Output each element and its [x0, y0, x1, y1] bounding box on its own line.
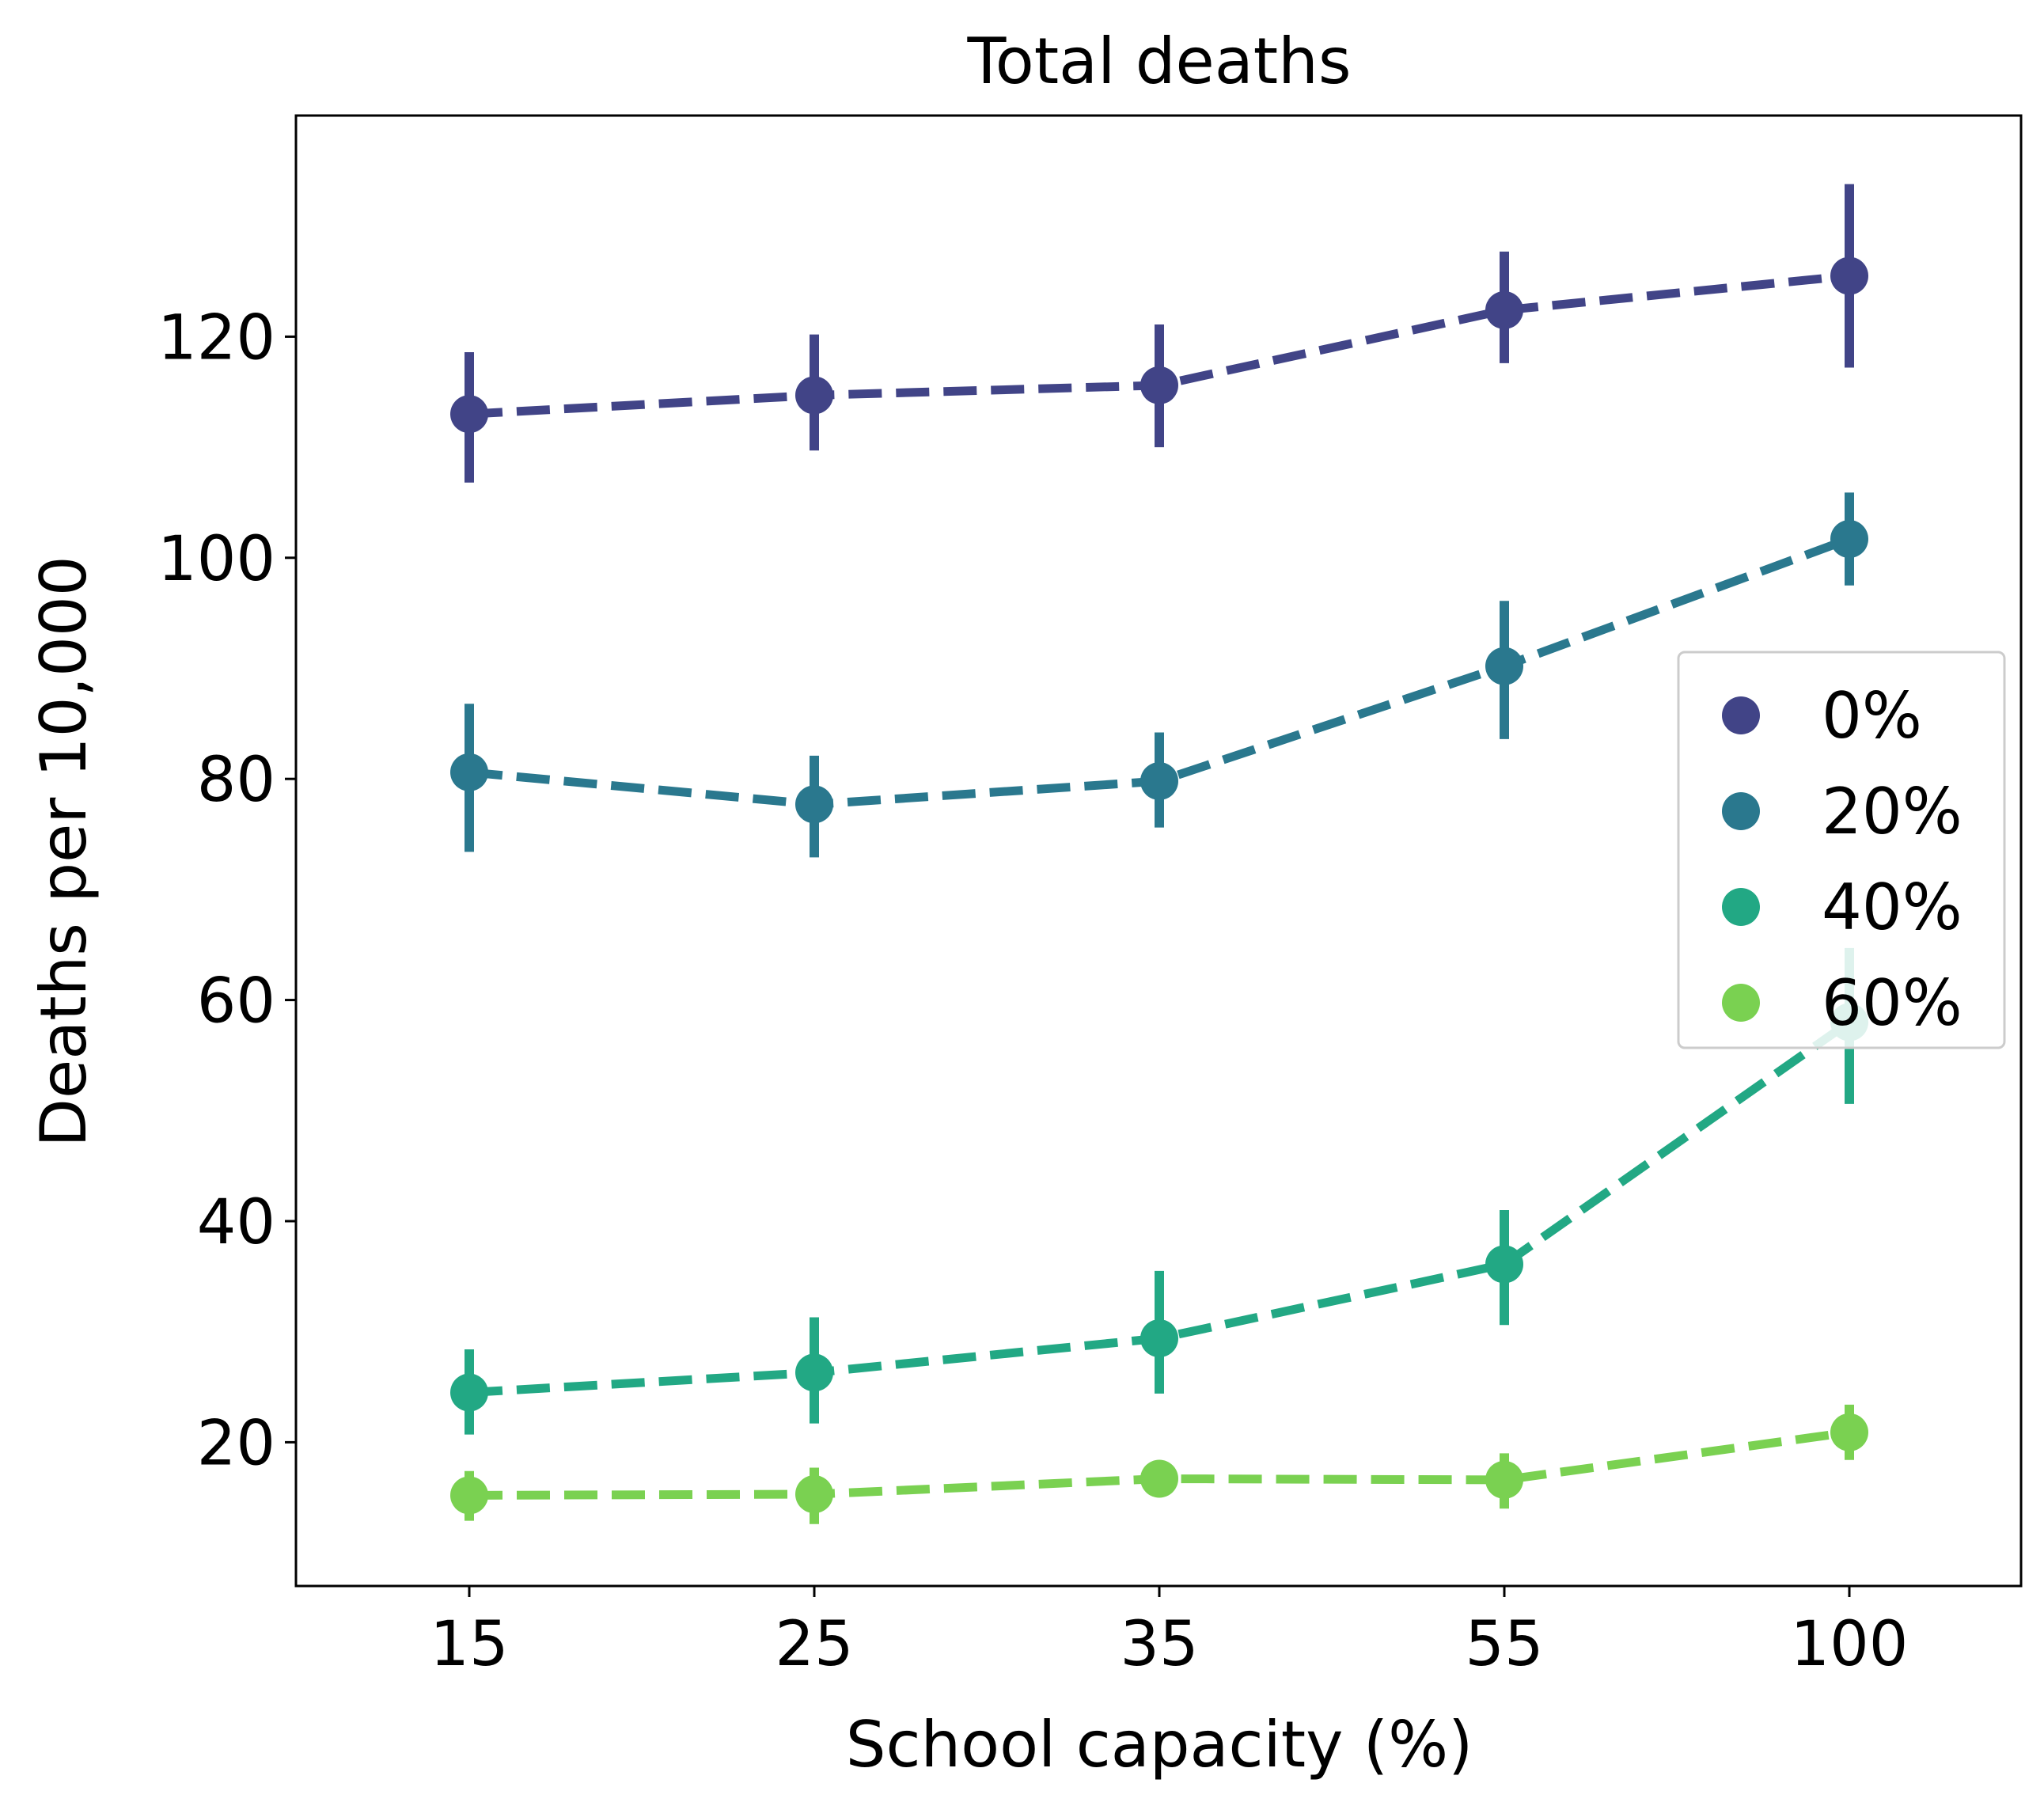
- data-point: [450, 1373, 488, 1412]
- legend-label: 40%: [1822, 871, 1962, 944]
- y-tick-label: 40: [197, 1187, 275, 1258]
- series-0pct: [450, 184, 1868, 483]
- y-tick-label: 60: [197, 966, 275, 1038]
- series-40pct: [450, 947, 1868, 1435]
- legend-marker: [1722, 888, 1760, 926]
- legend-marker: [1722, 792, 1760, 830]
- x-tick-label: 35: [1120, 1609, 1198, 1680]
- data-point: [450, 753, 488, 791]
- data-point: [795, 376, 833, 415]
- data-point: [1140, 1459, 1178, 1498]
- legend: 0% 20% 40% 60%: [1677, 651, 2006, 1049]
- data-point: [1485, 290, 1523, 329]
- x-tick-label: 55: [1465, 1609, 1543, 1680]
- legend-label: 60%: [1822, 966, 1962, 1040]
- data-point: [1485, 647, 1523, 685]
- legend-marker: [1722, 984, 1760, 1022]
- x-tick-label: 100: [1791, 1609, 1909, 1680]
- data-point: [1485, 1460, 1523, 1499]
- y-axis-label: Deaths per 10,000: [27, 556, 100, 1147]
- series-group: [450, 184, 1868, 1524]
- data-point: [1830, 1413, 1868, 1451]
- data-point: [1485, 1245, 1523, 1284]
- data-point: [450, 395, 488, 434]
- axis-ticks: 20 40 60 80 100 120 15 25 35 55 100: [157, 302, 1908, 1680]
- x-tick-label: 25: [775, 1609, 853, 1680]
- data-point: [1140, 366, 1178, 404]
- data-point: [795, 1353, 833, 1392]
- legend-frame: [1677, 651, 2006, 1049]
- x-tick-label: 15: [430, 1609, 508, 1680]
- y-tick-label: 20: [197, 1408, 275, 1479]
- legend-marker: [1722, 696, 1760, 734]
- plot-area: [294, 114, 2023, 1588]
- data-point: [1140, 1319, 1178, 1358]
- data-point: [795, 785, 833, 824]
- data-point: [450, 1476, 488, 1515]
- legend-label: 20%: [1822, 775, 1962, 848]
- y-tick-label: 80: [197, 745, 275, 816]
- y-tick-label: 120: [157, 302, 275, 374]
- series-20pct: [450, 492, 1868, 858]
- data-point: [795, 1475, 833, 1514]
- data-point: [1830, 520, 1868, 559]
- y-tick-label: 100: [157, 524, 275, 595]
- x-axis-label: School capacity (%): [846, 1708, 1473, 1781]
- data-point: [1830, 256, 1868, 295]
- chart-title: Total deaths: [966, 25, 1351, 98]
- series-60pct: [450, 1404, 1868, 1524]
- data-point: [1140, 761, 1178, 800]
- legend-label: 0%: [1822, 679, 1922, 753]
